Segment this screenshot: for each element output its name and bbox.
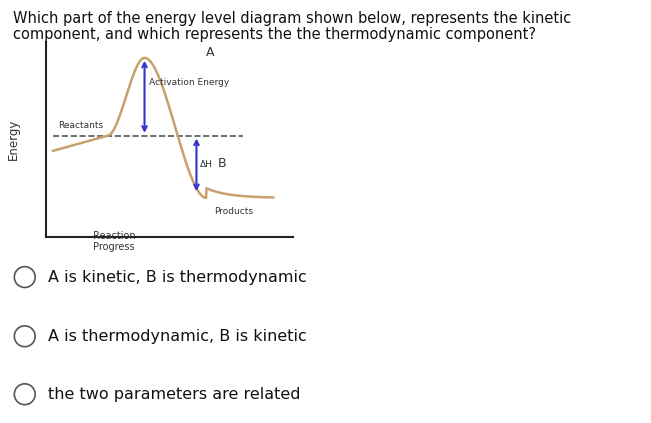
Text: component, and which represents the the thermodynamic component?: component, and which represents the the … bbox=[13, 27, 536, 42]
Text: A is thermodynamic, B is kinetic: A is thermodynamic, B is kinetic bbox=[48, 329, 307, 344]
Text: the two parameters are related: the two parameters are related bbox=[48, 387, 301, 402]
Text: A: A bbox=[206, 46, 215, 59]
Text: ΔH: ΔH bbox=[201, 160, 213, 169]
Text: Products: Products bbox=[214, 206, 253, 216]
Text: Which part of the energy level diagram shown below, represents the kinetic: Which part of the energy level diagram s… bbox=[13, 11, 572, 25]
Text: Reactants: Reactants bbox=[58, 121, 103, 130]
Text: B: B bbox=[217, 157, 226, 170]
Text: Activation Energy: Activation Energy bbox=[150, 78, 230, 87]
Text: Reaction
Progress: Reaction Progress bbox=[92, 231, 135, 252]
Text: Energy: Energy bbox=[7, 119, 20, 160]
Text: A is kinetic, B is thermodynamic: A is kinetic, B is thermodynamic bbox=[48, 269, 307, 285]
